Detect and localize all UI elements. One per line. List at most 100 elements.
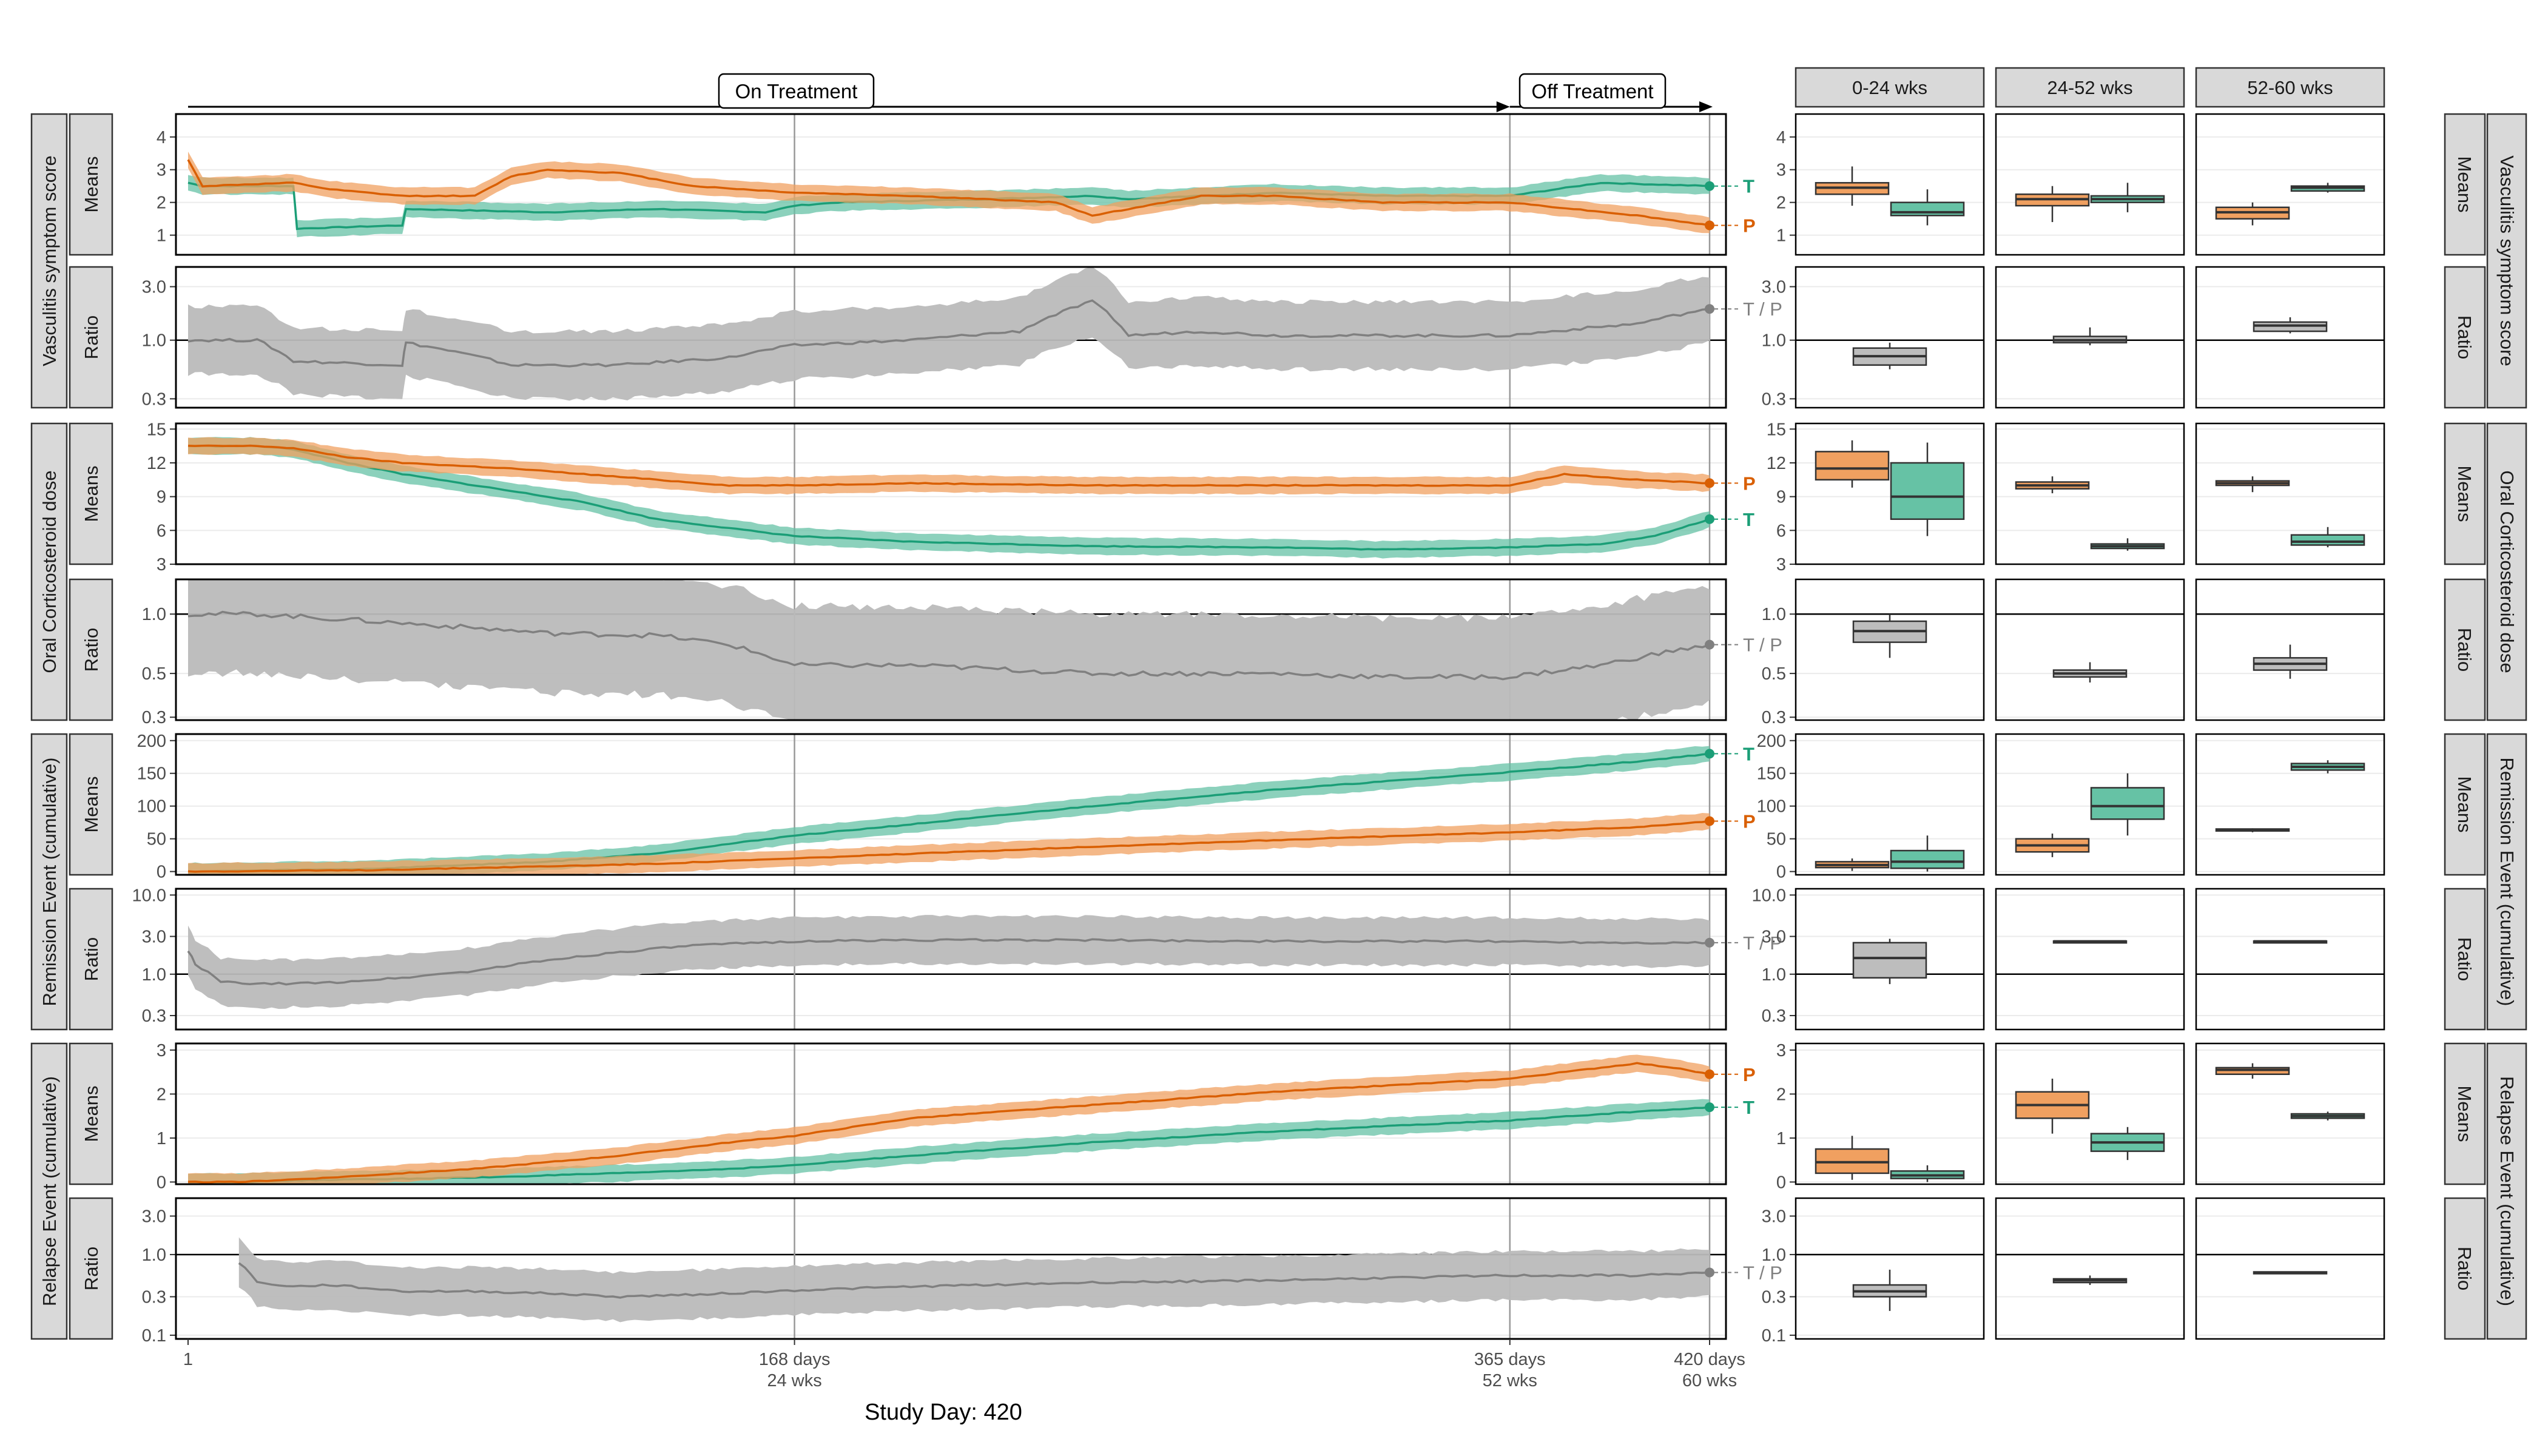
y-tick-label: 2 <box>157 194 166 213</box>
box-panel-border <box>2195 888 2385 1031</box>
y-tick-label: 15 <box>147 420 166 439</box>
y-tick-label: 0.3 <box>142 389 166 409</box>
on-treatment-arrowhead <box>1496 101 1510 112</box>
x-tick-sublabel: 52 wks <box>1483 1371 1537 1390</box>
box-P <box>1815 451 1890 481</box>
end-point <box>1705 749 1714 759</box>
outcome-strip-right <box>2486 1042 2527 1340</box>
row-label-right: Ratio <box>2454 1247 2475 1290</box>
row-label-left: Means <box>81 776 102 832</box>
series-line-P <box>187 159 1710 227</box>
y-tick-label: 12 <box>1767 454 1786 473</box>
series-line-TP <box>187 299 1710 368</box>
row-strip-right <box>2444 1042 2486 1185</box>
panel-6: Means Means 0 1 2 3 TP 0 1 2 3 <box>69 1041 2486 1192</box>
y-tick-label: 3.0 <box>1762 1207 1786 1226</box>
box-panel-border <box>1995 113 2185 256</box>
panel-3: Ratio Ratio 0.3 0.5 1.0 T / P 0.3 0.5 1.0 <box>69 578 2486 727</box>
series-line-P <box>187 1062 1710 1184</box>
outcome-label-left: Relapse Event (cumulative) <box>39 1076 60 1306</box>
y-tick-label: 12 <box>147 454 166 473</box>
y-tick-label: 1 <box>1776 1129 1786 1148</box>
box-panel-border <box>1995 1042 2185 1185</box>
box-panel-background <box>2196 114 2384 255</box>
end-label: T <box>1743 509 1754 530</box>
box-T <box>1890 201 1965 217</box>
row-label-right: Means <box>2454 776 2475 832</box>
row-label-left: Ratio <box>81 315 102 359</box>
end-point <box>1705 304 1714 314</box>
row-label-left: Means <box>81 156 102 212</box>
panel-border <box>175 113 1727 256</box>
outcome-strip-left <box>30 733 68 1031</box>
outcome-strip-right <box>2486 113 2527 409</box>
y-tick-label: 1.0 <box>1762 605 1786 624</box>
box-panel-border <box>2195 113 2385 256</box>
outcome-label-left: Oral Corticosteroid dose <box>39 470 60 673</box>
y-tick-label: 10.0 <box>132 886 166 905</box>
y-tick-label: 3.0 <box>1762 278 1786 297</box>
y-tick-label: 50 <box>147 830 166 849</box>
panel-border <box>175 266 1727 409</box>
box-panel-border <box>2195 422 2385 565</box>
row-strip-left <box>69 1042 113 1185</box>
row-label-left: Ratio <box>81 628 102 672</box>
panel-border <box>175 888 1727 1031</box>
box-panel-border <box>1795 422 1985 565</box>
row-label-right: Means <box>2454 1085 2475 1142</box>
box-panel-background <box>1796 1198 1984 1339</box>
y-tick-label: 9 <box>1776 488 1786 507</box>
outcome-label-right: Vasculitis symptom score <box>2496 155 2518 366</box>
y-tick-label: 3 <box>157 555 166 575</box>
box-panel-background <box>1996 1198 2184 1339</box>
study-day-label: Study Day: 420 <box>864 1400 1022 1425</box>
outcome-label-left: Remission Event (cumulative) <box>39 757 60 1006</box>
row-label-left: Ratio <box>81 937 102 981</box>
box-panel-border <box>1995 578 2185 721</box>
y-tick-label: 6 <box>1776 521 1786 541</box>
box-panel-border <box>1995 888 2185 1031</box>
phase-label: On Treatment <box>735 80 858 103</box>
row-strip-right <box>2444 113 2486 256</box>
x-tick-sublabel: 24 wks <box>767 1371 821 1390</box>
end-point <box>1705 1102 1714 1113</box>
end-label: T / P <box>1743 635 1782 656</box>
series-line-TP <box>187 610 1710 681</box>
end-point <box>1705 181 1714 191</box>
row-strip-left <box>69 578 113 721</box>
y-tick-label: 4 <box>157 128 166 147</box>
series-line-P <box>187 444 1710 487</box>
y-tick-label: 100 <box>137 797 166 817</box>
row-strip-left <box>69 113 113 256</box>
panel-border <box>175 1042 1727 1185</box>
end-label: T <box>1743 176 1754 197</box>
y-tick-label: 1.0 <box>142 605 166 624</box>
end-point <box>1705 937 1714 948</box>
band-P <box>188 437 1710 495</box>
outcome-label-left: Vasculitis symptom score <box>39 155 60 366</box>
x-tick-sublabel: 60 wks <box>1682 1371 1737 1390</box>
end-point <box>1705 478 1714 488</box>
y-tick-label: 100 <box>1757 797 1786 817</box>
panel-border <box>175 1197 1727 1340</box>
y-tick-label: 0.3 <box>1762 1287 1786 1307</box>
y-tick-label: 200 <box>137 732 166 751</box>
box-panel-border <box>1995 266 2185 409</box>
outcome-strip-right <box>2486 733 2527 1031</box>
y-tick-label: 0.1 <box>142 1326 166 1346</box>
series-line-TP <box>187 938 1710 986</box>
row-label-right: Ratio <box>2454 628 2475 672</box>
y-tick-label: 150 <box>137 764 166 784</box>
y-tick-label: 0.3 <box>1762 708 1786 727</box>
end-label: P <box>1743 473 1756 494</box>
y-tick-label: 4 <box>1776 128 1786 147</box>
y-tick-label: 0.5 <box>142 664 166 684</box>
outcome-label-right: Oral Corticosteroid dose <box>2496 470 2518 673</box>
y-tick-label: 3.0 <box>142 278 166 297</box>
series-line-T <box>187 444 1710 551</box>
box-panel-border <box>1995 1197 2185 1340</box>
outcome-label-right: Remission Event (cumulative) <box>2496 757 2518 1006</box>
y-tick-label: 9 <box>157 488 166 507</box>
band-TP <box>188 914 1710 1009</box>
